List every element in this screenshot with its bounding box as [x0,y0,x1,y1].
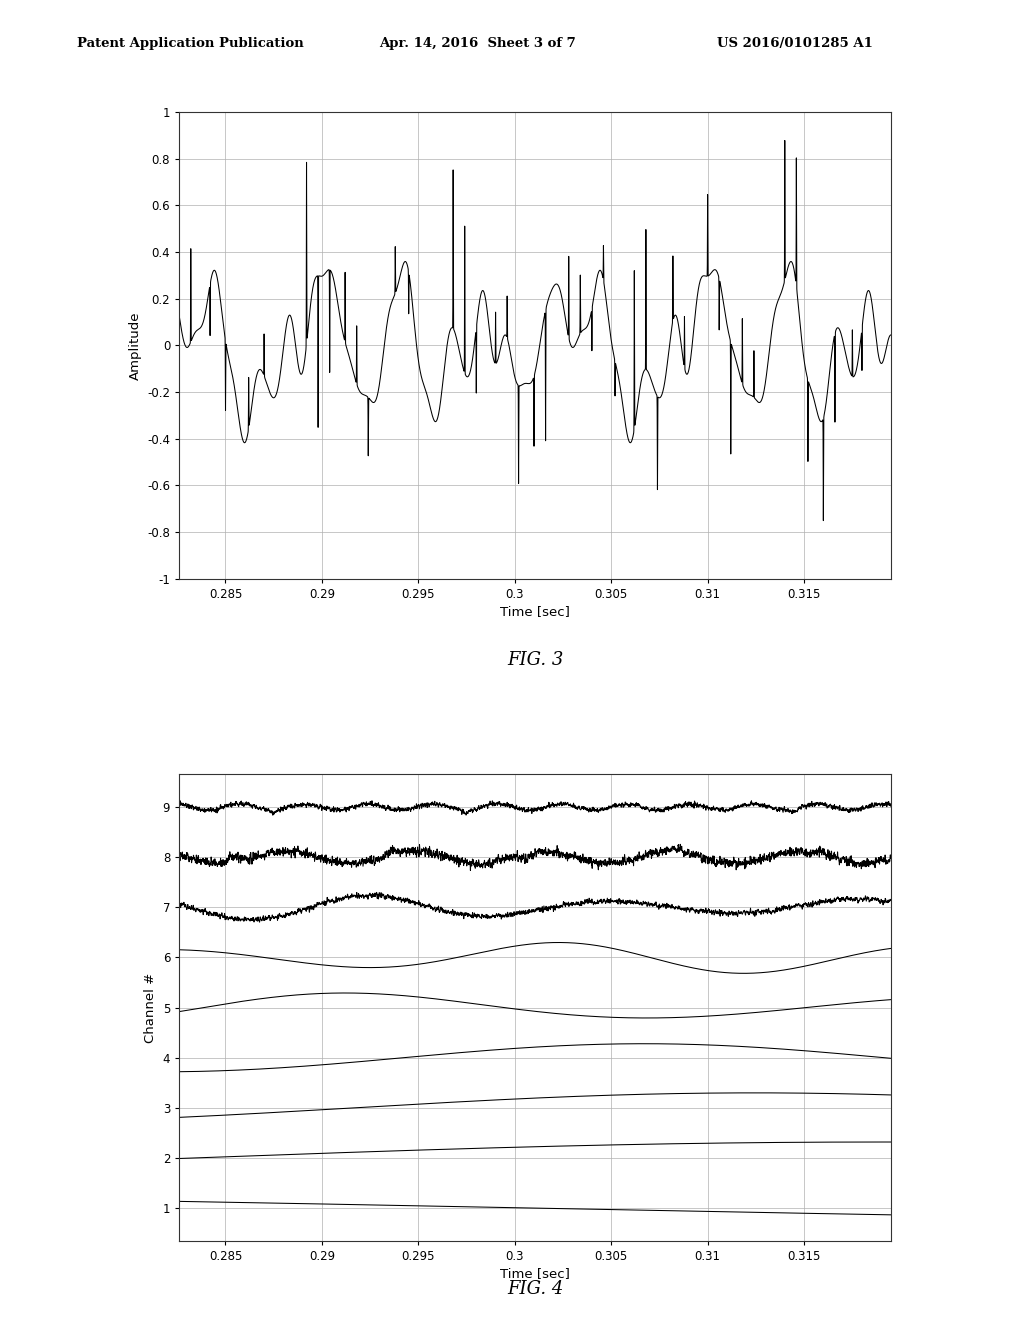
X-axis label: Time [sec]: Time [sec] [500,1267,570,1280]
Text: FIG. 4: FIG. 4 [507,1280,563,1299]
Y-axis label: Amplitude: Amplitude [129,312,141,380]
Text: FIG. 3: FIG. 3 [507,651,563,669]
Y-axis label: Channel #: Channel # [144,973,157,1043]
Text: US 2016/0101285 A1: US 2016/0101285 A1 [717,37,872,50]
X-axis label: Time [sec]: Time [sec] [500,605,570,618]
Text: Patent Application Publication: Patent Application Publication [77,37,303,50]
Text: Apr. 14, 2016  Sheet 3 of 7: Apr. 14, 2016 Sheet 3 of 7 [379,37,575,50]
